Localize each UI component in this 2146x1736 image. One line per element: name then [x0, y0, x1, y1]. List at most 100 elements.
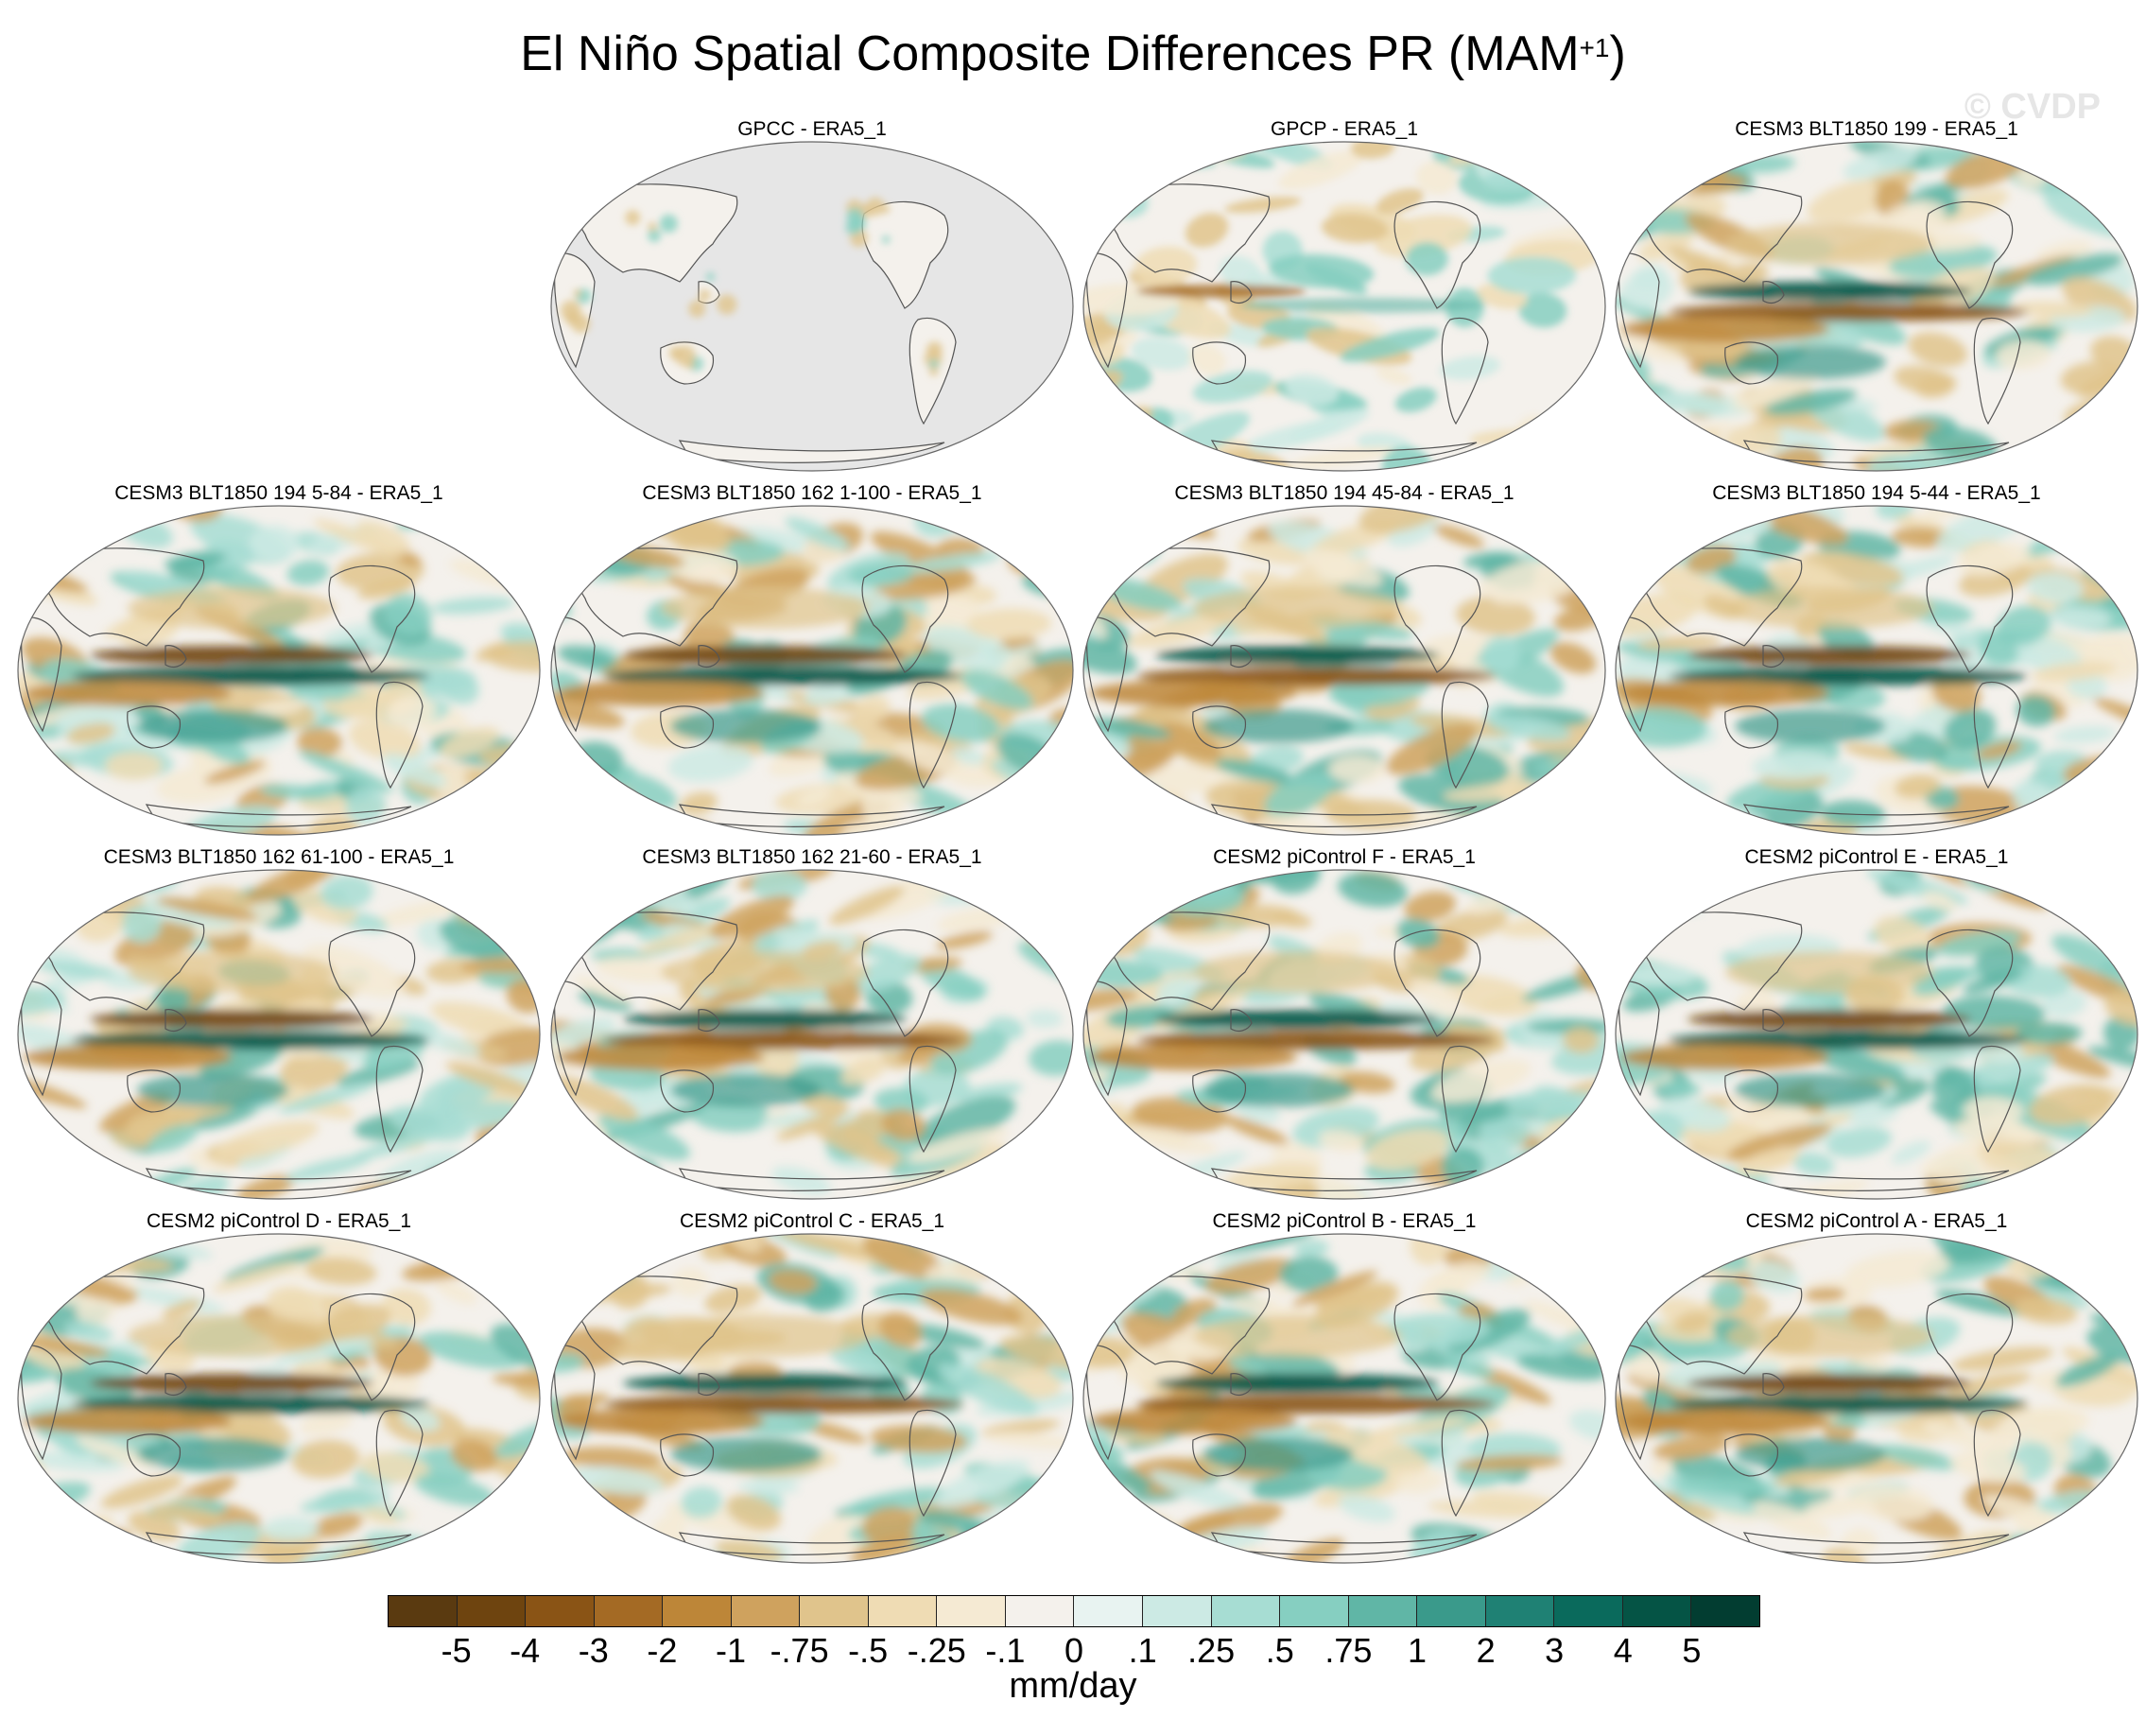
anomaly-blob [1724, 262, 1769, 287]
anomaly-blob [1083, 1234, 1131, 1273]
panel-title: CESM2 piControl C - ERA5_1 [679, 1210, 945, 1232]
anomaly-blob [671, 1267, 709, 1297]
anomaly-blob [318, 1304, 391, 1345]
anomaly-blob [866, 197, 885, 217]
anomaly-blob [961, 669, 1034, 710]
anomaly-blob [829, 1347, 901, 1382]
coastline [698, 645, 720, 668]
anomaly-blob [587, 1529, 626, 1553]
coastline [861, 200, 949, 309]
anomaly-blob [480, 1278, 528, 1300]
anomaly-blob [286, 560, 330, 586]
anomaly-blob [297, 727, 342, 757]
anomaly-blob [1386, 1312, 1490, 1346]
anomaly-blob [1091, 717, 1172, 738]
coastline [1106, 183, 1271, 283]
anomaly-blob [685, 359, 695, 370]
band-north-pacific [1193, 587, 1401, 629]
anomaly-blob [2085, 1139, 2137, 1165]
band-south-west [1621, 1408, 1829, 1434]
anomaly-blob [1563, 1026, 1600, 1053]
coastline [574, 911, 738, 1011]
anomaly-blob [1826, 1126, 1892, 1158]
coastline [1926, 564, 2014, 673]
anomaly-blob [1497, 142, 1578, 165]
anomaly-blob [345, 788, 386, 823]
band-south-pacific [670, 709, 822, 743]
anomaly-blob [1800, 551, 1904, 586]
anomaly-blob [1338, 1493, 1395, 1522]
anomaly-blob [625, 210, 641, 226]
colorbar-swatch [594, 1596, 664, 1626]
anomaly-blob [18, 1504, 64, 1545]
band-north [623, 646, 907, 665]
colorbar-units: mm/day [1009, 1666, 1137, 1706]
coastline [164, 1009, 187, 1033]
coastline [1106, 911, 1271, 1011]
coastline [1192, 341, 1246, 385]
band-south-pacific [1735, 709, 1886, 743]
anomaly-blob [894, 739, 962, 774]
colorbar-tick-label: -4 [510, 1631, 541, 1670]
anomaly-blob [1550, 1519, 1605, 1551]
band-north [1687, 282, 1971, 301]
map-border [1615, 505, 2138, 836]
anomaly-blob [18, 1335, 110, 1358]
anomaly-blob [854, 695, 891, 724]
anomaly-blob [19, 542, 65, 575]
map-plot [550, 505, 1074, 836]
coastline [1926, 200, 2014, 309]
anomaly-blob [278, 1082, 375, 1114]
anomaly-blob [2016, 695, 2056, 727]
anomaly-blob [1733, 374, 1818, 409]
colorbar-swatch [1417, 1596, 1486, 1626]
anomaly-blob [64, 1321, 113, 1342]
coastline [1106, 1276, 1271, 1375]
anomaly-blob [2024, 253, 2124, 286]
band-south-west [24, 680, 232, 706]
coastline [145, 804, 412, 827]
map-panel: CESM3 BLT1850 194 5-84 - ERA5_1 [14, 481, 544, 837]
anomaly-blob [573, 976, 632, 1002]
anomaly-blob [1616, 870, 1670, 895]
band-north [1687, 646, 1971, 665]
coastline [1230, 645, 1253, 668]
anomaly-blob [847, 563, 914, 586]
anomaly-blob [136, 870, 172, 881]
anomaly-blob [1293, 1240, 1329, 1258]
anomaly-blob [1289, 408, 1370, 443]
anomaly-blob [1616, 420, 1644, 454]
anomaly-blob [1807, 179, 1894, 222]
band-south-pacific [1735, 1073, 1886, 1107]
anomaly-blob [303, 945, 406, 998]
anomaly-blob [551, 506, 594, 518]
band-south-pacific [1203, 1437, 1354, 1471]
anomaly-blob [300, 1490, 390, 1513]
anomaly-blob [1318, 1130, 1365, 1153]
coastline [1210, 440, 1478, 463]
anomaly-blob [496, 1174, 540, 1199]
anomaly-blob [1487, 256, 1577, 295]
anomaly-blob [18, 826, 70, 835]
anomaly-blob [1439, 356, 1500, 380]
panel-title: CESM3 BLT1850 162 1-100 - ERA5_1 [642, 482, 982, 504]
anomaly-blob [1232, 1296, 1282, 1312]
anomaly-blob [843, 1487, 949, 1517]
anomaly-blob [1048, 870, 1073, 882]
anomaly-blob [1491, 584, 1571, 605]
anomaly-blob [488, 1181, 526, 1199]
coastline [375, 681, 424, 790]
anomaly-blob [1472, 143, 1568, 159]
anomaly-blob [1441, 1147, 1484, 1187]
anomaly-blob [1083, 1472, 1110, 1501]
anomaly-blob [1668, 246, 1729, 277]
anomaly-blob [919, 1288, 1023, 1326]
anomaly-blob [679, 791, 718, 815]
anomaly-blob [18, 1234, 91, 1276]
map-border [1082, 869, 1606, 1200]
anomaly-blob [18, 506, 67, 527]
anomaly-blob [18, 524, 74, 563]
map-border [550, 1233, 1074, 1564]
coastline [698, 1009, 720, 1033]
anomaly-blob [64, 870, 146, 889]
